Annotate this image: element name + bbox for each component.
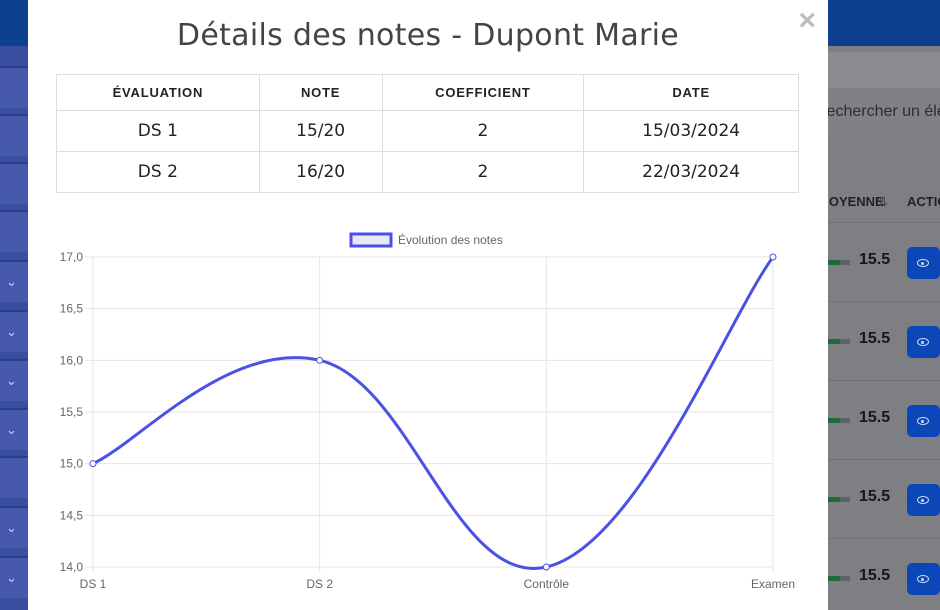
legend-label: Évolution des notes	[398, 232, 503, 247]
average-value: 15.5	[859, 409, 891, 426]
data-point	[89, 460, 97, 468]
date-cell: 15/03/2024	[583, 110, 799, 152]
y-tick-label: 16,0	[60, 353, 84, 367]
content-header-strip	[828, 52, 940, 88]
table-row: DS 2 16/20 2 22/03/2024	[56, 151, 799, 193]
table-row: DS 1 15/20 2 15/03/2024	[56, 110, 799, 152]
view-button[interactable]	[907, 563, 940, 595]
y-tick-label: 14,5	[60, 508, 84, 522]
x-tick-label: DS 1	[80, 577, 107, 591]
view-button[interactable]	[907, 405, 940, 437]
chevron-down-icon: ⌄	[6, 373, 17, 388]
close-icon[interactable]: ×	[798, 4, 816, 37]
table-row: 15.5	[828, 459, 940, 538]
table-row: 15.5	[828, 222, 940, 301]
progress-bar	[828, 576, 850, 581]
student-search-input[interactable]: Rechercher un élève...	[828, 88, 940, 136]
average-value: 15.5	[859, 567, 891, 584]
sidebar-item[interactable]	[0, 114, 28, 156]
y-tick-label: 15,0	[60, 457, 84, 471]
evaluation-cell: DS 2	[56, 151, 260, 193]
chevron-down-icon: ⌄	[6, 324, 17, 339]
data-point	[769, 253, 777, 261]
y-tick-label: 16,5	[60, 302, 84, 316]
average-value: 15.5	[859, 251, 891, 268]
progress-bar	[828, 339, 850, 344]
note-cell: 16/20	[258, 151, 383, 193]
coefficient-cell: 2	[381, 110, 585, 152]
sidebar-item[interactable]: ⌄	[0, 310, 28, 352]
progress-bar-remainder	[840, 497, 850, 502]
coefficient-cell: 2	[381, 151, 585, 193]
sidebar-item[interactable]	[0, 162, 28, 204]
data-point	[542, 563, 550, 571]
chevron-down-icon: ⌄	[6, 274, 17, 289]
table-row: 15.5	[828, 380, 940, 459]
column-header-date: DATE	[583, 74, 799, 111]
table-column-headers: MOYENNE ⇅ ACTIONS	[828, 182, 940, 222]
table-row: 15.5	[828, 301, 940, 380]
y-tick-label: 14,0	[60, 560, 84, 574]
view-button[interactable]	[907, 247, 940, 279]
average-value: 15.5	[859, 488, 891, 505]
column-header-average[interactable]: MOYENNE	[828, 194, 884, 209]
data-point	[316, 356, 324, 364]
eye-icon	[917, 417, 929, 425]
y-tick-label: 17,0	[60, 250, 84, 264]
progress-bar	[828, 260, 850, 265]
progress-bar	[828, 418, 850, 423]
table-header-row: ÉVALUATION NOTE COEFFICIENT DATE	[56, 74, 799, 111]
legend-swatch	[349, 232, 393, 248]
chevron-down-icon: ⌄	[6, 520, 17, 535]
view-button[interactable]	[907, 326, 940, 358]
column-header-evaluation: ÉVALUATION	[56, 74, 260, 111]
sidebar-item[interactable]: ⌄	[0, 408, 28, 450]
column-header-note: NOTE	[258, 74, 383, 111]
app-sidebar: ⌄ ⌄ ⌄ ⌄ ⌄ ⌄	[0, 46, 28, 610]
series-line	[92, 256, 775, 570]
eye-icon	[917, 575, 929, 583]
note-cell: 15/20	[258, 110, 383, 152]
chevron-down-icon: ⌄	[6, 422, 17, 437]
sidebar-item[interactable]	[0, 210, 28, 252]
sidebar-item[interactable]: ⌄	[0, 506, 28, 548]
column-header-actions: ACTIONS	[907, 194, 940, 209]
table-row: 15.5	[828, 538, 940, 610]
x-tick-label: DS 2	[306, 577, 333, 591]
progress-bar-remainder	[840, 260, 850, 265]
sort-arrows-icon[interactable]: ⇅	[877, 194, 888, 209]
sidebar-item[interactable]: ⌄	[0, 359, 28, 401]
eye-icon	[917, 259, 929, 267]
x-tick-label: Contrôle	[524, 577, 570, 591]
average-value: 15.5	[859, 330, 891, 347]
progress-bar	[828, 497, 850, 502]
chevron-down-icon: ⌄	[6, 570, 17, 585]
sidebar-item[interactable]: ⌄	[0, 556, 28, 598]
grades-detail-modal: × Détails des notes - Dupont Marie ÉVALU…	[28, 0, 828, 610]
progress-bar-remainder	[840, 418, 850, 423]
eye-icon	[917, 496, 929, 504]
sidebar-item[interactable]: ⌄	[0, 260, 28, 302]
progress-bar-remainder	[840, 339, 850, 344]
eye-icon	[917, 338, 929, 346]
y-tick-label: 15,5	[60, 405, 84, 419]
evaluation-cell: DS 1	[56, 110, 260, 152]
date-cell: 22/03/2024	[583, 151, 799, 193]
column-header-coefficient: COEFFICIENT	[381, 74, 585, 111]
progress-bar-remainder	[840, 576, 850, 581]
x-tick-label: Examen	[751, 577, 795, 591]
grades-table: ÉVALUATION NOTE COEFFICIENT DATE DS 1 15…	[56, 74, 799, 193]
sidebar-item[interactable]	[0, 456, 28, 498]
modal-title: Détails des notes - Dupont Marie	[176, 18, 680, 53]
line-chart: 14,0 14,5 15,0 15,5 16,0 16,5 17,0 DS 1 DS 2 Cont…	[60, 232, 795, 591]
view-button[interactable]	[907, 484, 940, 516]
sidebar-item[interactable]	[0, 66, 28, 108]
search-placeholder: Rechercher un élève...	[828, 103, 940, 120]
grades-evolution-chart: 14,0 14,5 15,0 15,5 16,0 16,5 17,0 DS 1 DS 2 Cont…	[28, 220, 828, 610]
